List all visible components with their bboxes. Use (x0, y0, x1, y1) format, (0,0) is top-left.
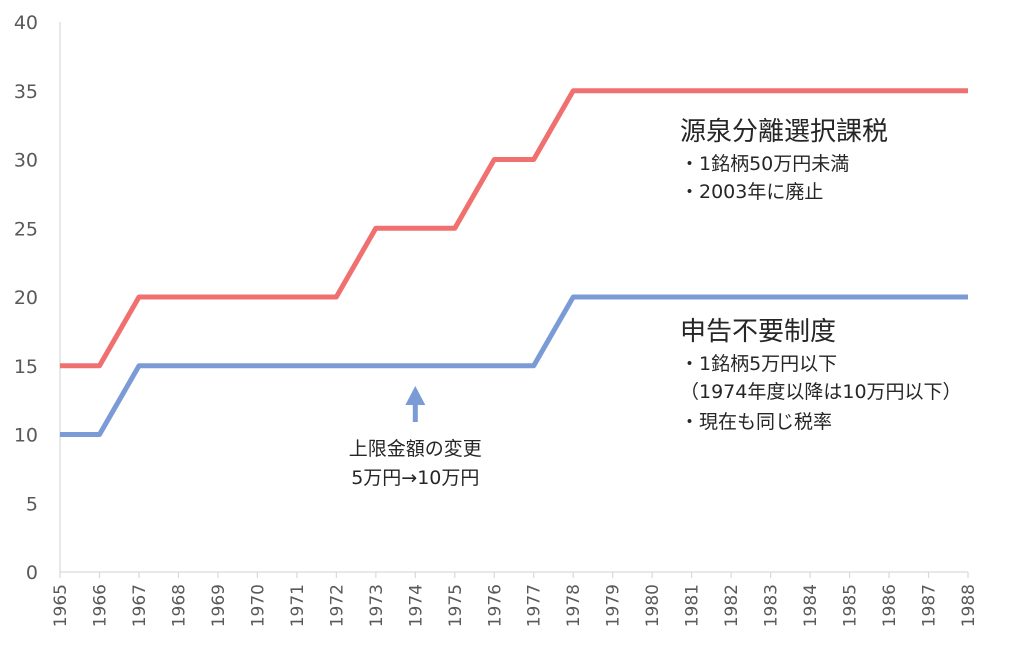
x-tick-label: 1968 (169, 584, 189, 627)
y-tick-label: 35 (14, 81, 38, 103)
red-annotation-item-2: ・2003年に廃止 (680, 181, 823, 203)
red-annotation-item-1: ・1銘柄50万円未満 (680, 153, 849, 175)
arrow-annotation: 上限金額の変更 5万円→10万円 (349, 386, 482, 489)
x-tick-label: 1979 (604, 584, 624, 627)
blue-annotation: 申告不要制度 ・1銘柄5万円以下 （1974年度以降は10万円以下） ・現在も同… (680, 317, 962, 433)
x-tick-label: 1973 (367, 584, 387, 627)
x-tick-label: 1987 (920, 584, 940, 627)
up-arrow-icon (405, 386, 426, 405)
blue-annotation-item-3: ・現在も同じ税率 (680, 411, 832, 433)
y-tick-labels: 0 5 10 15 20 25 30 35 40 (14, 12, 38, 584)
y-tick-label: 30 (14, 150, 38, 172)
y-tick-label: 20 (14, 287, 38, 309)
series-line-red (60, 88, 968, 369)
x-tick-label: 1983 (762, 584, 782, 627)
blue-annotation-item-2: （1974年度以降は10万円以下） (680, 381, 962, 403)
x-tick-label: 1972 (327, 584, 347, 627)
y-tick-label: 25 (14, 218, 38, 240)
y-tick-label: 15 (14, 356, 38, 378)
x-tick-label: 1974 (406, 584, 426, 627)
x-tick-label: 1988 (959, 584, 979, 627)
series-line-blue (60, 294, 968, 437)
series-layer (60, 88, 968, 437)
x-tick-label: 1985 (841, 584, 861, 627)
x-tick-label: 1967 (130, 584, 150, 627)
x-tick-label: 1977 (525, 584, 545, 627)
x-tick-label: 1970 (248, 584, 268, 627)
x-tick-label: 1982 (722, 584, 742, 627)
y-tick-label: 0 (26, 562, 38, 584)
arrow-annotation-line-2: 5万円→10万円 (351, 467, 479, 489)
red-annotation-title: 源泉分離選択課税 (680, 117, 888, 147)
red-annotation: 源泉分離選択課税 ・1銘柄50万円未満 ・2003年に廃止 (680, 117, 888, 203)
y-tick-label: 40 (14, 12, 38, 34)
x-tick-label: 1971 (288, 584, 308, 627)
x-tick-label: 1975 (446, 584, 466, 627)
x-tick-label: 1981 (683, 584, 703, 627)
arrow-annotation-line-1: 上限金額の変更 (349, 438, 482, 460)
x-tick-label: 1976 (485, 584, 505, 627)
blue-annotation-item-1: ・1銘柄5万円以下 (680, 353, 837, 375)
x-tick-labels: 1965 1966 1967 1968 1969 1970 1971 1972 1973 1974… (51, 572, 979, 627)
x-tick-label: 1969 (209, 584, 229, 627)
y-tick-label: 5 (26, 493, 38, 515)
x-tick-label: 1965 (51, 584, 71, 627)
x-tick-label: 1984 (801, 584, 821, 627)
x-tick-label: 1980 (643, 584, 663, 627)
x-tick-label: 1978 (564, 584, 584, 627)
blue-annotation-title: 申告不要制度 (680, 317, 836, 347)
x-tick-label: 1966 (90, 584, 110, 627)
axes (59, 22, 968, 573)
y-tick-label: 10 (14, 425, 38, 447)
x-tick-label: 1986 (880, 584, 900, 627)
